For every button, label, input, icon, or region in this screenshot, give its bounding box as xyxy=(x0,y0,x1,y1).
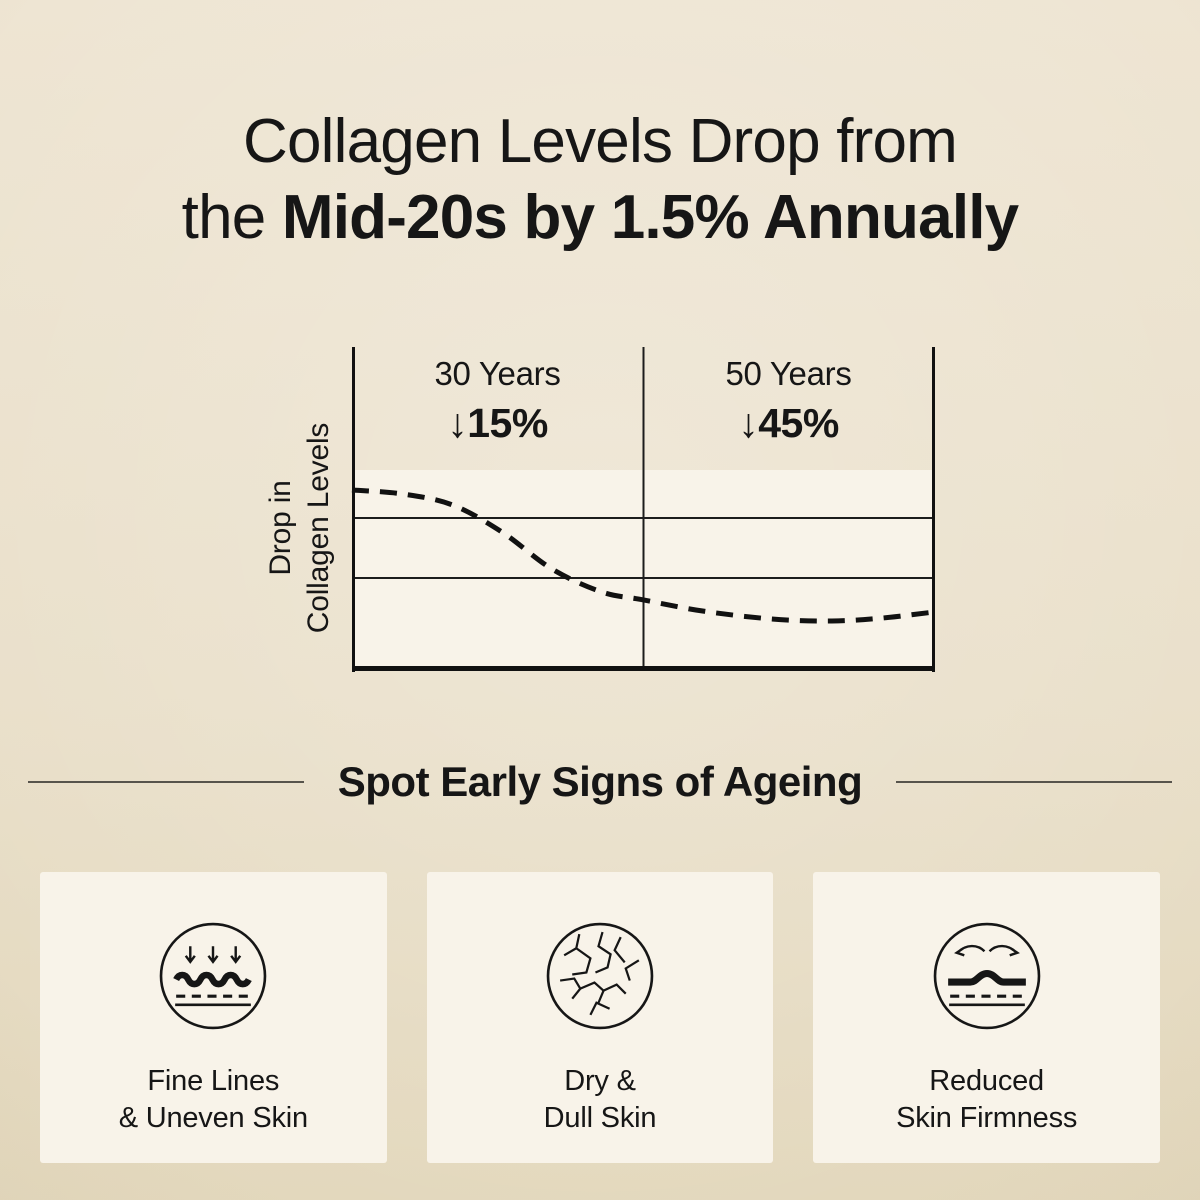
card-skin-firmness: Reduced Skin Firmness xyxy=(813,872,1160,1163)
drop-value-45: ↓45% xyxy=(738,400,839,446)
card-fine-lines: Fine Lines & Uneven Skin xyxy=(40,872,387,1163)
dry-skin-icon xyxy=(546,922,654,1030)
card-label: Fine Lines & Uneven Skin xyxy=(119,1063,308,1137)
collagen-chart-plot xyxy=(351,347,936,672)
card-label-line1: Dry & xyxy=(564,1065,636,1097)
age-label-50: 50 Years xyxy=(725,355,852,392)
y-axis-label-line2: Collagen Levels xyxy=(302,422,335,634)
card-label-line2: Dull Skin xyxy=(543,1102,657,1134)
age-label-30: 30 Years xyxy=(434,355,561,392)
page-title-line1: Collagen Levels Drop from xyxy=(242,107,958,176)
collagen-level-curve xyxy=(351,487,936,624)
firmness-icon xyxy=(933,922,1040,1030)
card-dry-skin: Dry & Dull Skin xyxy=(426,872,774,1163)
chart-annotation-30-years: 30 Years ↓15% xyxy=(352,355,643,447)
fine-lines-icon xyxy=(160,922,267,1030)
chart-y-axis-label: Drop in Collagen Levels xyxy=(262,388,338,668)
heading-rule-right xyxy=(896,781,1172,783)
page-title-line2-bold: Mid-20s by 1.5% Annually xyxy=(281,183,1019,252)
heading-rule-left xyxy=(28,781,304,783)
y-axis-label-line1: Drop in xyxy=(264,480,297,576)
collagen-chart: 30 Years ↓15% 50 Years ↓45% xyxy=(351,347,936,672)
page-title: Collagen Levels Drop from the Mid-20s by… xyxy=(0,104,1200,256)
chart-annotation-50-years: 50 Years ↓45% xyxy=(643,355,934,447)
drop-value-15: ↓15% xyxy=(447,400,548,446)
ageing-signs-cards: Fine Lines & Uneven Skin Dry & Dull Skin xyxy=(40,872,1160,1163)
card-label-line1: Fine Lines xyxy=(147,1065,280,1097)
card-label-line2: Skin Firmness xyxy=(896,1102,1078,1134)
section-heading-text: Spot Early Signs of Ageing xyxy=(337,758,863,805)
section-heading-row: Spot Early Signs of Ageing xyxy=(28,758,1172,805)
card-label: Reduced Skin Firmness xyxy=(896,1063,1077,1137)
page-title-line2-regular: the xyxy=(181,183,282,252)
card-label: Dry & Dull Skin xyxy=(544,1063,657,1137)
card-label-line2: & Uneven Skin xyxy=(118,1102,308,1134)
card-label-line1: Reduced xyxy=(929,1065,1044,1097)
